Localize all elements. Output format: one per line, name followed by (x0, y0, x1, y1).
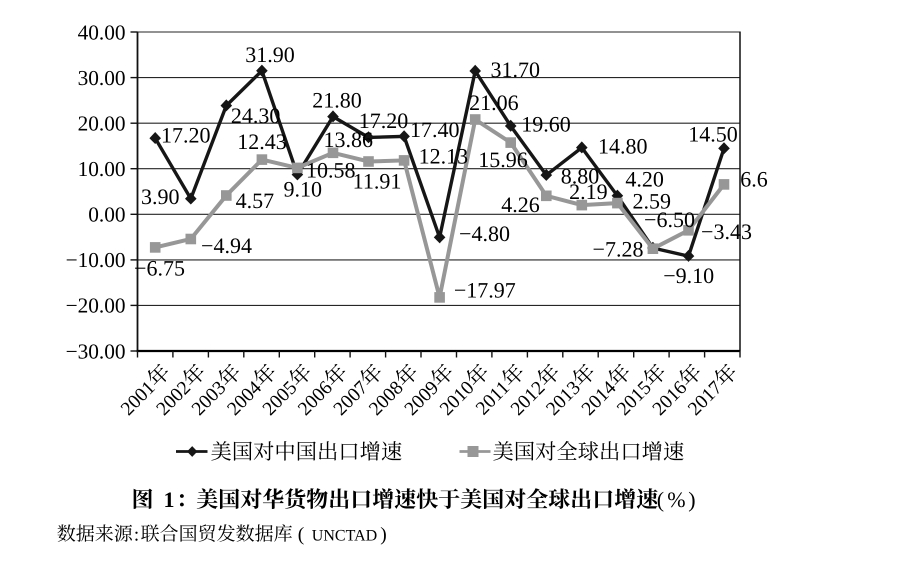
svg-text:2.59: 2.59 (632, 189, 671, 214)
svg-text:4.26: 4.26 (501, 192, 540, 217)
svg-text:−7.28: −7.28 (593, 236, 644, 261)
svg-text:): ) (380, 524, 387, 545)
svg-text:13.86: 13.86 (324, 127, 374, 152)
svg-text:17.20: 17.20 (359, 108, 409, 133)
svg-text:2012: 2012 (507, 377, 549, 419)
svg-text:2008: 2008 (365, 377, 407, 419)
svg-text:31.90: 31.90 (245, 42, 295, 67)
svg-text:2017: 2017 (684, 377, 727, 420)
svg-text:−6.75: −6.75 (134, 255, 185, 280)
svg-text:3.90: 3.90 (141, 184, 180, 209)
svg-text:−3.43: −3.43 (701, 219, 752, 244)
svg-text:14.80: 14.80 (598, 134, 648, 159)
svg-text:9.10: 9.10 (284, 176, 323, 201)
svg-text:2005: 2005 (259, 377, 301, 419)
svg-text:10.58: 10.58 (306, 158, 356, 183)
svg-text:8.80: 8.80 (561, 164, 600, 189)
svg-text:17.40: 17.40 (410, 117, 460, 142)
svg-text:10.00: 10.00 (78, 157, 126, 181)
svg-text:15.96: 15.96 (478, 147, 528, 172)
svg-text:17.20: 17.20 (161, 123, 211, 148)
svg-text:UNCTAD: UNCTAD (312, 527, 377, 544)
svg-text:4.20: 4.20 (625, 167, 664, 192)
svg-text:40.00: 40.00 (78, 20, 126, 44)
svg-text:2014: 2014 (578, 377, 621, 420)
svg-text:−10.00: −10.00 (66, 248, 126, 272)
svg-text:14.50: 14.50 (688, 122, 738, 147)
svg-text:31.70: 31.70 (491, 57, 541, 82)
svg-text:2001: 2001 (117, 377, 159, 419)
svg-text:(: ( (657, 487, 664, 512)
svg-text:21.06: 21.06 (469, 90, 519, 115)
svg-text:30.00: 30.00 (78, 66, 126, 90)
svg-text:2010: 2010 (436, 377, 478, 419)
svg-text:0.00: 0.00 (88, 203, 125, 227)
svg-text:−6.50: −6.50 (644, 207, 695, 232)
svg-text:2011: 2011 (472, 377, 514, 419)
svg-text:2002: 2002 (153, 377, 195, 419)
svg-text:24.30: 24.30 (231, 103, 281, 128)
svg-text:−17.97: −17.97 (454, 277, 516, 302)
svg-text:2.19: 2.19 (569, 179, 608, 204)
svg-text:19.60: 19.60 (521, 112, 571, 137)
svg-text:(: ( (298, 524, 305, 545)
svg-text:): ) (688, 487, 695, 512)
svg-text:2006: 2006 (294, 377, 337, 420)
svg-text:12.43: 12.43 (237, 129, 287, 154)
svg-text:1: 1 (164, 487, 175, 512)
svg-text:2015: 2015 (613, 377, 655, 419)
svg-text:−4.94: −4.94 (201, 233, 252, 258)
svg-text::: : (134, 524, 139, 545)
svg-text:4.57: 4.57 (236, 188, 275, 213)
svg-text:20.00: 20.00 (78, 112, 126, 136)
svg-text:%: % (667, 487, 685, 512)
svg-text:6.6: 6.6 (740, 167, 768, 192)
svg-text:2009: 2009 (401, 377, 443, 419)
svg-text:−9.10: −9.10 (663, 263, 714, 288)
svg-text:−30.00: −30.00 (66, 339, 126, 363)
svg-text:2003: 2003 (188, 377, 230, 419)
svg-text:2004: 2004 (224, 377, 267, 420)
svg-text:2007: 2007 (330, 377, 373, 420)
svg-text:2016: 2016 (649, 377, 692, 420)
svg-text:21.80: 21.80 (312, 87, 362, 112)
svg-text:2013: 2013 (542, 377, 584, 419)
svg-text:−20.00: −20.00 (66, 294, 126, 318)
svg-text:−4.80: −4.80 (459, 221, 510, 246)
svg-text:12.13: 12.13 (419, 144, 469, 169)
svg-text:11.91: 11.91 (353, 168, 402, 193)
